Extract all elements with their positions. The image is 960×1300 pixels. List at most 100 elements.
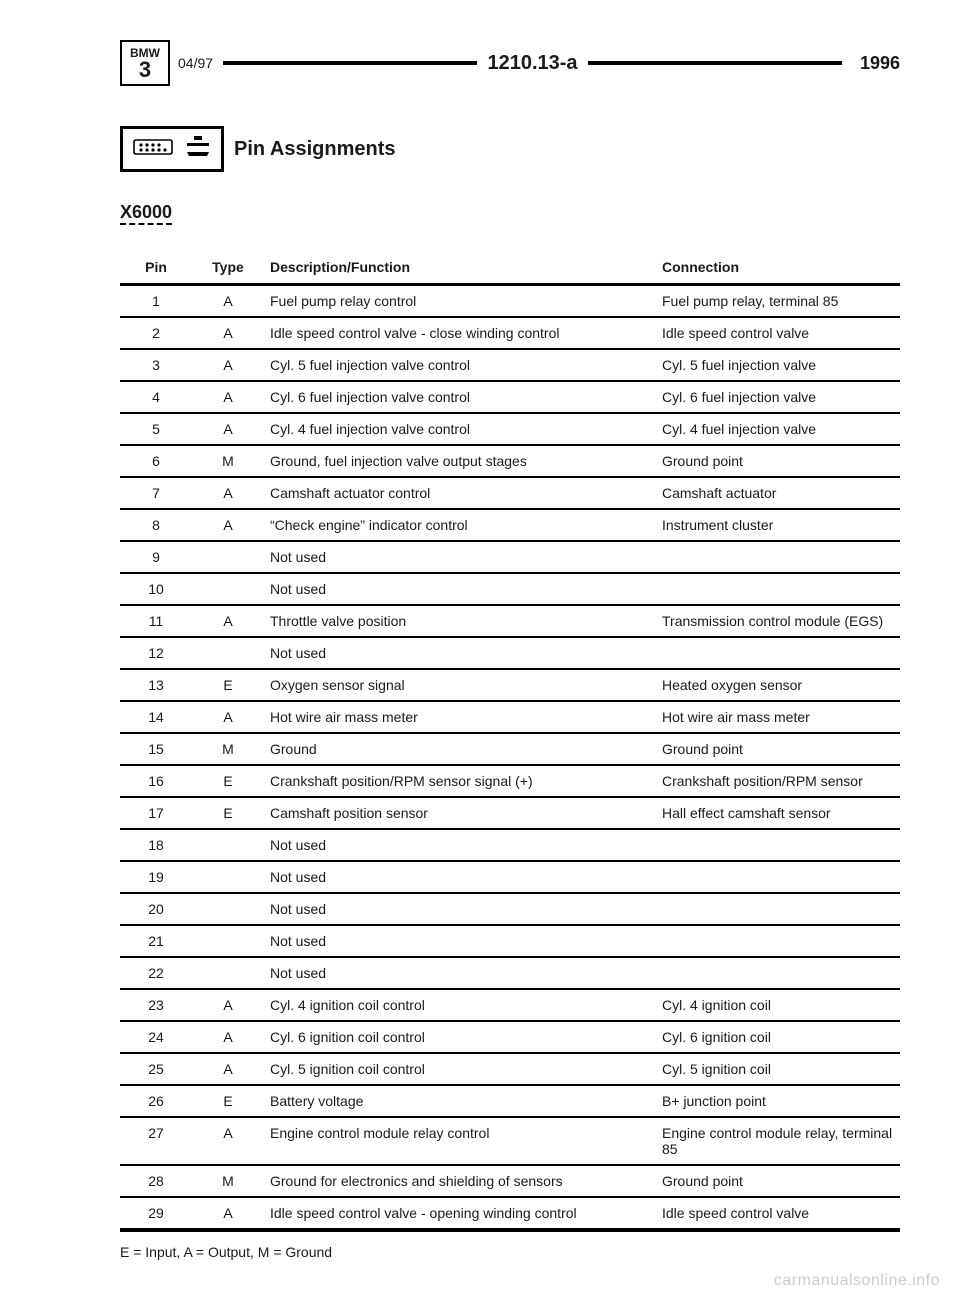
cell-desc: Ground, fuel injection valve output stag… <box>264 445 656 477</box>
col-conn: Connection <box>656 255 900 285</box>
cell-type: E <box>192 1085 264 1117</box>
cell-conn: Engine control module relay, terminal 85 <box>656 1117 900 1165</box>
table-row: 7ACamshaft actuator controlCamshaft actu… <box>120 477 900 509</box>
cell-desc: Hot wire air mass meter <box>264 701 656 733</box>
cell-type <box>192 861 264 893</box>
cell-desc: Camshaft position sensor <box>264 797 656 829</box>
table-body: 1AFuel pump relay controlFuel pump relay… <box>120 285 900 1231</box>
cell-pin: 21 <box>120 925 192 957</box>
cell-pin: 20 <box>120 893 192 925</box>
table-row: 17ECamshaft position sensorHall effect c… <box>120 797 900 829</box>
table-row: 8A“Check engine” indicator controlInstru… <box>120 509 900 541</box>
cell-conn: Hot wire air mass meter <box>656 701 900 733</box>
cell-pin: 28 <box>120 1165 192 1197</box>
cell-conn: Fuel pump relay, terminal 85 <box>656 285 900 318</box>
table-row: 25ACyl. 5 ignition coil controlCyl. 5 ig… <box>120 1053 900 1085</box>
header-bar-left <box>223 61 477 65</box>
table-row: 2AIdle speed control valve - close windi… <box>120 317 900 349</box>
table-row: 16ECrankshaft position/RPM sensor signal… <box>120 765 900 797</box>
col-pin: Pin <box>120 255 192 285</box>
connector-icon-box <box>120 126 224 172</box>
table-row: 19Not used <box>120 861 900 893</box>
cell-type: M <box>192 1165 264 1197</box>
col-type: Type <box>192 255 264 285</box>
table-row: 18Not used <box>120 829 900 861</box>
cell-conn: Heated oxygen sensor <box>656 669 900 701</box>
cell-pin: 2 <box>120 317 192 349</box>
cell-pin: 29 <box>120 1197 192 1230</box>
cell-conn <box>656 925 900 957</box>
header-date: 04/97 <box>178 55 213 71</box>
table-row: 23ACyl. 4 ignition coil controlCyl. 4 ig… <box>120 989 900 1021</box>
cell-desc: Cyl. 6 ignition coil control <box>264 1021 656 1053</box>
table-row: 12Not used <box>120 637 900 669</box>
cell-conn: Cyl. 4 ignition coil <box>656 989 900 1021</box>
table-row: 10Not used <box>120 573 900 605</box>
table-row: 29AIdle speed control valve - opening wi… <box>120 1197 900 1230</box>
connector-body-icon <box>133 136 173 163</box>
cell-desc: Ground for electronics and shielding of … <box>264 1165 656 1197</box>
table-row: 1AFuel pump relay controlFuel pump relay… <box>120 285 900 318</box>
connector-plug-icon <box>185 134 211 165</box>
cell-conn: Idle speed control valve <box>656 1197 900 1230</box>
cell-type: M <box>192 733 264 765</box>
cell-conn <box>656 573 900 605</box>
cell-pin: 19 <box>120 861 192 893</box>
cell-conn: Cyl. 5 fuel injection valve <box>656 349 900 381</box>
connector-subtitle-wrap: X6000 <box>120 202 900 255</box>
cell-conn: Idle speed control valve <box>656 317 900 349</box>
cell-pin: 14 <box>120 701 192 733</box>
cell-conn: Cyl. 5 ignition coil <box>656 1053 900 1085</box>
cell-desc: Idle speed control valve - close winding… <box>264 317 656 349</box>
section-header: Pin Assignments <box>120 126 900 172</box>
cell-pin: 5 <box>120 413 192 445</box>
cell-pin: 9 <box>120 541 192 573</box>
cell-pin: 6 <box>120 445 192 477</box>
col-desc: Description/Function <box>264 255 656 285</box>
logo-bottom: 3 <box>139 60 151 80</box>
cell-type <box>192 541 264 573</box>
logo: BMW 3 <box>120 40 170 86</box>
table-row: 3ACyl. 5 fuel injection valve controlCyl… <box>120 349 900 381</box>
cell-conn <box>656 637 900 669</box>
cell-type: A <box>192 477 264 509</box>
table-row: 15MGroundGround point <box>120 733 900 765</box>
cell-desc: Cyl. 5 ignition coil control <box>264 1053 656 1085</box>
watermark: carmanualsonline.info <box>774 1272 940 1290</box>
cell-pin: 12 <box>120 637 192 669</box>
table-row: 11AThrottle valve positionTransmission c… <box>120 605 900 637</box>
cell-conn <box>656 957 900 989</box>
cell-pin: 23 <box>120 989 192 1021</box>
cell-type: E <box>192 669 264 701</box>
page-code: 1210.13-a <box>487 52 577 75</box>
table-row: 28MGround for electronics and shielding … <box>120 1165 900 1197</box>
cell-conn: Camshaft actuator <box>656 477 900 509</box>
cell-type: A <box>192 349 264 381</box>
cell-desc: Oxygen sensor signal <box>264 669 656 701</box>
cell-desc: Fuel pump relay control <box>264 285 656 318</box>
legend: E = Input, A = Output, M = Ground <box>120 1244 900 1260</box>
cell-type: A <box>192 413 264 445</box>
cell-desc: Cyl. 4 ignition coil control <box>264 989 656 1021</box>
cell-type: E <box>192 797 264 829</box>
cell-desc: Throttle valve position <box>264 605 656 637</box>
table-header-row: Pin Type Description/Function Connection <box>120 255 900 285</box>
cell-conn: Instrument cluster <box>656 509 900 541</box>
cell-conn: Cyl. 6 ignition coil <box>656 1021 900 1053</box>
cell-pin: 18 <box>120 829 192 861</box>
cell-type: A <box>192 509 264 541</box>
cell-conn <box>656 861 900 893</box>
cell-desc: Not used <box>264 925 656 957</box>
cell-desc: Crankshaft position/RPM sensor signal (+… <box>264 765 656 797</box>
header: BMW 3 04/97 1210.13-a 1996 <box>120 40 900 86</box>
cell-pin: 8 <box>120 509 192 541</box>
cell-desc: Battery voltage <box>264 1085 656 1117</box>
cell-pin: 7 <box>120 477 192 509</box>
cell-desc: Engine control module relay control <box>264 1117 656 1165</box>
cell-type <box>192 925 264 957</box>
pin-table: Pin Type Description/Function Connection… <box>120 255 900 1232</box>
connector-subtitle: X6000 <box>120 202 172 225</box>
table-row: 5ACyl. 4 fuel injection valve controlCyl… <box>120 413 900 445</box>
cell-desc: Not used <box>264 893 656 925</box>
cell-conn: B+ junction point <box>656 1085 900 1117</box>
